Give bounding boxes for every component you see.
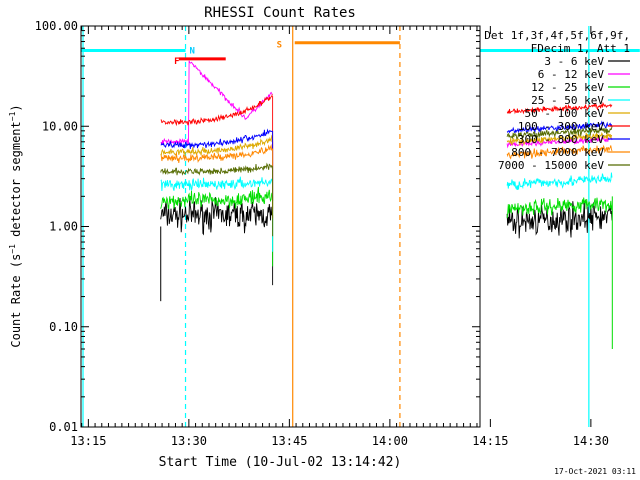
y-tick-label-2: 1.00 (49, 220, 78, 234)
series-trace-seg1-5 (160, 94, 273, 127)
legend-label-1: 6 - 12 keV (538, 68, 605, 81)
series-trace-seg2-4 (506, 131, 613, 146)
y-tick-label-4: 0.01 (49, 420, 78, 434)
plot-content: F N S (81, 26, 640, 427)
legend-label-2: 12 - 25 keV (531, 81, 604, 94)
y-axis-label-part-c: ) (9, 104, 23, 111)
series-trace-seg1-7 (160, 143, 273, 164)
series-trace-seg2-0 (506, 200, 613, 239)
series-trace-seg2-6 (506, 120, 613, 135)
series-trace-seg1-3 (160, 176, 273, 192)
legend-header-0: Det 1f,3f,4f,5f,6f,9f, (484, 29, 630, 42)
y-axis-label-exp2: −1 (8, 111, 17, 121)
legend: Det 1f,3f,4f,5f,6f,9f,FDecim 1, Att 13 -… (484, 29, 630, 172)
y-axis-label-part-b: detector segment (9, 121, 23, 244)
series-trace-seg1-4 (160, 134, 273, 157)
legend-label-7: 800 - 7000 keV (511, 146, 604, 159)
x-tick-label-4: 14:15 (472, 434, 508, 448)
y-tick-label-3: 0.10 (49, 320, 78, 334)
legend-label-4: 50 - 100 keV (525, 107, 605, 120)
legend-header-1: FDecim 1, Att 1 (531, 42, 630, 55)
x-tick-label-3: 14:00 (372, 434, 408, 448)
y-axis-label-part-a: Count Rate (s (9, 254, 23, 348)
series-trace-seg2-5 (506, 101, 613, 115)
legend-label-6: 300 - 800 keV (518, 133, 604, 146)
y-axis-label: Count Rate (s−1 detector segment−1) (8, 104, 23, 347)
flag-label-S: S (277, 40, 282, 50)
series-trace-seg2-2 (506, 197, 613, 219)
x-axis-label: Start Time (10-Jul-02 13:14:42) (159, 455, 402, 470)
series-trace-seg2-3 (506, 172, 613, 191)
y-axis-label-exp1: −1 (8, 244, 17, 254)
series-trace-seg1-0 (160, 196, 273, 236)
x-tick-label-0: 13:15 (70, 434, 106, 448)
legend-label-5: 100 - 300 keV (518, 120, 604, 133)
legend-label-0: 3 - 6 keV (544, 55, 604, 68)
x-tick-label-2: 13:45 (271, 434, 307, 448)
legend-label-3: 25 - 50 keV (531, 94, 604, 107)
series-trace-seg2-8 (506, 126, 613, 141)
series-trace-seg1-8 (160, 162, 273, 176)
footer-timestamp: 17-Oct-2021 03:11 (554, 467, 636, 476)
y-tick-label-0: 100.00 (35, 19, 78, 33)
flag-label-F: F (174, 57, 179, 67)
series-trace-seg2-7 (506, 144, 613, 160)
chart-title: RHESSI Count Rates (204, 5, 356, 21)
series-trace-seg1-1 (160, 60, 273, 146)
legend-label-8: 7000 - 15000 keV (498, 159, 604, 172)
y-tick-label-1: 10.00 (42, 119, 78, 133)
flag-label-N: N (190, 47, 195, 57)
x-tick-label-5: 14:30 (573, 434, 609, 448)
series-trace-seg1-6 (160, 128, 273, 149)
x-tick-label-1: 13:30 (171, 434, 207, 448)
series-trace-seg1-2 (160, 186, 273, 210)
